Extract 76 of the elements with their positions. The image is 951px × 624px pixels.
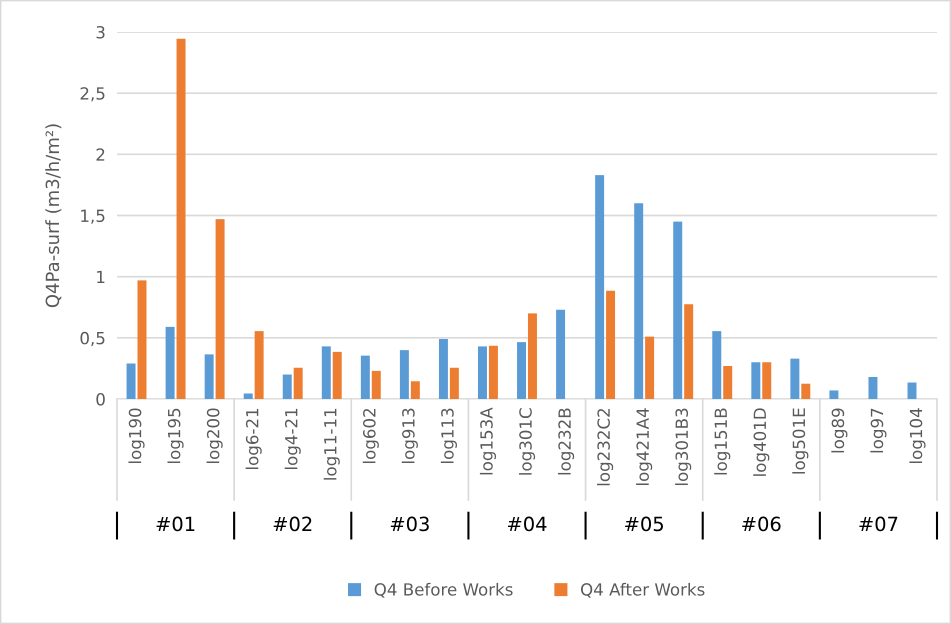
bar <box>438 339 448 399</box>
x-tick-label: log301B3 <box>675 408 692 486</box>
x-tick-label: log913 <box>402 408 418 463</box>
bar <box>606 290 616 399</box>
bar <box>450 368 459 399</box>
x-tick-label: log190 <box>128 408 145 463</box>
bar <box>126 364 136 399</box>
x-tick-label: log501E <box>792 408 808 474</box>
bar <box>868 376 878 399</box>
x-tick-label: log232B <box>558 408 574 474</box>
bar <box>204 354 214 399</box>
x-tick-label: log104 <box>909 408 926 463</box>
bar <box>216 219 225 399</box>
bar <box>488 346 498 399</box>
bar <box>790 358 800 399</box>
text: #06 <box>742 516 781 532</box>
x-tick-label: log153A <box>480 407 496 474</box>
x-tick-label: log6-21 <box>246 408 262 469</box>
bar <box>829 390 838 399</box>
bar <box>400 350 409 399</box>
x-tick-label: log421A4 <box>636 408 652 485</box>
x-tick-label: log232C2 <box>597 409 614 486</box>
x-tick-label: log195 <box>168 408 184 463</box>
y-tick-label: 3 <box>96 26 105 39</box>
bar <box>360 356 370 399</box>
x-tick-label: log401D <box>753 408 770 476</box>
bar <box>556 310 566 399</box>
y-tick-label: 0 <box>96 392 105 406</box>
text: #05 <box>625 516 663 532</box>
y-tick-label: 0,5 <box>80 332 104 346</box>
y-tick-label: 1 <box>97 270 104 283</box>
x-tick-label: log113 <box>440 408 457 463</box>
bar <box>478 346 487 399</box>
x-tick-label: log200 <box>206 408 223 463</box>
bar <box>645 336 654 399</box>
x-tick-label: log89 <box>831 408 848 452</box>
bar <box>138 280 146 399</box>
bar <box>166 326 175 399</box>
bar <box>801 384 810 399</box>
y-tick-label: 2 <box>96 148 104 161</box>
bar <box>410 381 420 399</box>
bar <box>673 222 682 399</box>
bar <box>332 352 342 399</box>
bar <box>595 175 604 399</box>
text: #03 <box>390 516 429 532</box>
x-tick-label: log602 <box>362 409 379 463</box>
bar <box>908 382 916 399</box>
bar <box>712 331 722 399</box>
text: #04 <box>508 516 546 532</box>
bar <box>176 38 186 399</box>
x-tick-label: log301C <box>518 408 536 475</box>
bar <box>723 366 732 399</box>
x-tick-label: log97 <box>870 408 886 452</box>
bar <box>684 304 694 399</box>
bar <box>634 203 644 399</box>
text: #07 <box>859 516 898 532</box>
x-tick-label: log4-21 <box>284 408 301 469</box>
bar <box>244 393 253 399</box>
bar <box>372 370 381 399</box>
bar <box>517 342 526 399</box>
x-tick-label: log11-11 <box>324 408 340 480</box>
legend-label: Q4 After Works <box>581 582 704 598</box>
text: #01 <box>156 516 194 532</box>
bar <box>282 374 292 399</box>
y-axis-title: Q4Pa-surf (m3/h/m²) <box>45 124 62 308</box>
y-tick-label: 1,5 <box>81 210 104 224</box>
bar <box>762 362 772 399</box>
bar <box>254 331 264 399</box>
x-tick-label: log151B <box>714 408 730 474</box>
bar <box>322 346 331 399</box>
legend-label: Q4 Before Works <box>374 582 513 598</box>
text: #02 <box>274 516 312 532</box>
y-tick-label: 2,5 <box>80 87 104 102</box>
bar <box>528 313 537 399</box>
bar <box>294 368 303 399</box>
bar <box>751 362 760 399</box>
